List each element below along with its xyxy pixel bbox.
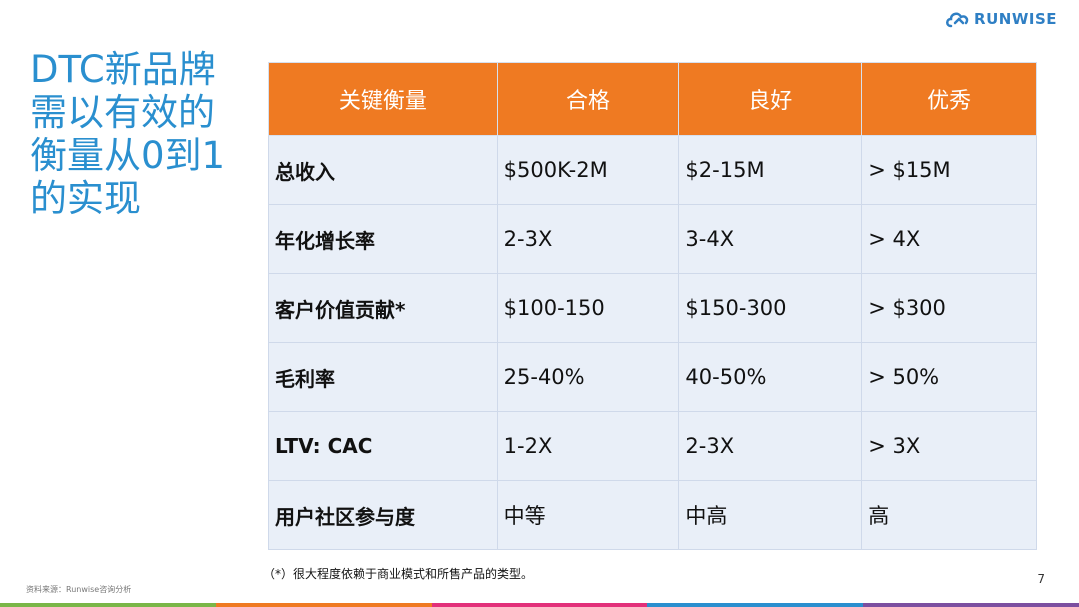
row-label: LTV: CAC: [268, 411, 498, 481]
footnote: （*）很大程度依赖于商业模式和所售产品的类型。: [263, 567, 534, 581]
table-cell: 1-2X: [496, 411, 680, 481]
table-cell: > 4X: [861, 204, 1037, 274]
table-cell: > $300: [861, 273, 1037, 343]
row-label: 用户社区参与度: [268, 480, 498, 550]
header-good: 良好: [678, 62, 863, 136]
table-cell: > 50%: [861, 342, 1037, 412]
table-cell: 25-40%: [496, 342, 680, 412]
table-cell: $100-150: [496, 273, 680, 343]
logo-text: RUNWISE: [974, 10, 1057, 28]
row-label: 年化增长率: [268, 204, 498, 274]
row-label: 客户价值贡献*: [268, 273, 498, 343]
metrics-table: 关键衡量 合格 良好 优秀 总收入 $500K-2M $2-15M > $15M…: [268, 62, 1037, 550]
table-row: 毛利率 25-40% 40-50% > 50%: [268, 342, 1037, 412]
table-row: 年化增长率 2-3X 3-4X > 4X: [268, 204, 1037, 274]
table-cell: > $15M: [861, 135, 1037, 205]
table-cell: > 3X: [861, 411, 1037, 481]
metrics-table-container: 关键衡量 合格 良好 优秀 总收入 $500K-2M $2-15M > $15M…: [268, 62, 1037, 550]
page-number: 7: [1037, 572, 1045, 586]
table-row: LTV: CAC 1-2X 2-3X > 3X: [268, 411, 1037, 481]
slide-title: DTC新品牌需以有效的衡量从0到1的实现: [30, 48, 226, 220]
bar-segment-orange: [215, 603, 432, 607]
table-cell: $150-300: [678, 273, 863, 343]
cloud-logo-icon: [946, 12, 969, 28]
table-row: 总收入 $500K-2M $2-15M > $15M: [268, 135, 1037, 205]
table-cell: 3-4X: [678, 204, 863, 274]
table-cell: $2-15M: [678, 135, 863, 205]
table-cell: $500K-2M: [496, 135, 680, 205]
row-label: 毛利率: [268, 342, 498, 412]
bar-segment-blue: [647, 603, 864, 607]
source-note: 资料来源：Runwise咨询分析: [26, 585, 132, 594]
bar-segment-green: [0, 603, 216, 607]
header-pass: 合格: [496, 62, 680, 136]
table-cell: 高: [861, 480, 1037, 550]
bar-segment-pink: [431, 603, 648, 607]
header-excellent: 优秀: [861, 62, 1037, 136]
bar-segment-purple: [863, 603, 1079, 607]
table-cell: 2-3X: [678, 411, 863, 481]
table-row: 客户价值贡献* $100-150 $150-300 > $300: [268, 273, 1037, 343]
table-cell: 中高: [678, 480, 863, 550]
row-label: 总收入: [268, 135, 498, 205]
table-cell: 2-3X: [496, 204, 680, 274]
table-row: 用户社区参与度 中等 中高 高: [268, 480, 1037, 550]
table-cell: 中等: [496, 480, 680, 550]
table-header-row: 关键衡量 合格 良好 优秀: [268, 62, 1037, 136]
runwise-logo: RUNWISE: [945, 10, 1057, 28]
bottom-color-bar: [0, 603, 1079, 607]
table-cell: 40-50%: [678, 342, 863, 412]
header-metric: 关键衡量: [268, 62, 498, 136]
